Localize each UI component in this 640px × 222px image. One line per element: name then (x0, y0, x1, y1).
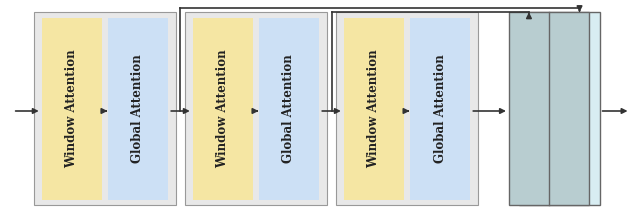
Bar (108, 18, 168, 200)
Bar (344, 18, 404, 200)
Bar (193, 18, 253, 200)
Text: Global Attention: Global Attention (282, 54, 296, 163)
Bar (336, 12, 478, 205)
Bar (185, 12, 327, 205)
Bar (509, 12, 589, 205)
Bar (519, 12, 600, 205)
Text: Global Attention: Global Attention (131, 54, 145, 163)
Bar (34, 12, 176, 205)
Text: Window Attention: Window Attention (65, 50, 79, 168)
Bar (259, 18, 319, 200)
Text: Window Attention: Window Attention (216, 50, 230, 168)
Text: Global Attention: Global Attention (433, 54, 447, 163)
Text: Window Attention: Window Attention (367, 50, 381, 168)
Bar (42, 18, 102, 200)
Bar (410, 18, 470, 200)
